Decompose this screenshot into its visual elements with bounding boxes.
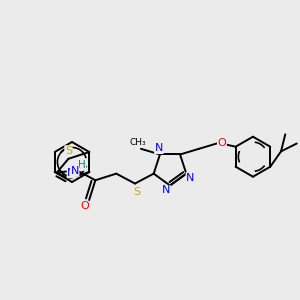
Text: S: S [134, 187, 141, 196]
Text: H: H [78, 160, 86, 170]
Text: CH₃: CH₃ [130, 138, 146, 147]
Text: N: N [186, 172, 194, 183]
Text: N: N [155, 143, 163, 154]
Text: N: N [162, 185, 170, 196]
Text: S: S [65, 146, 72, 156]
Text: N: N [67, 168, 76, 178]
Text: N: N [70, 166, 79, 176]
Text: O: O [80, 201, 89, 211]
Text: O: O [218, 138, 226, 148]
